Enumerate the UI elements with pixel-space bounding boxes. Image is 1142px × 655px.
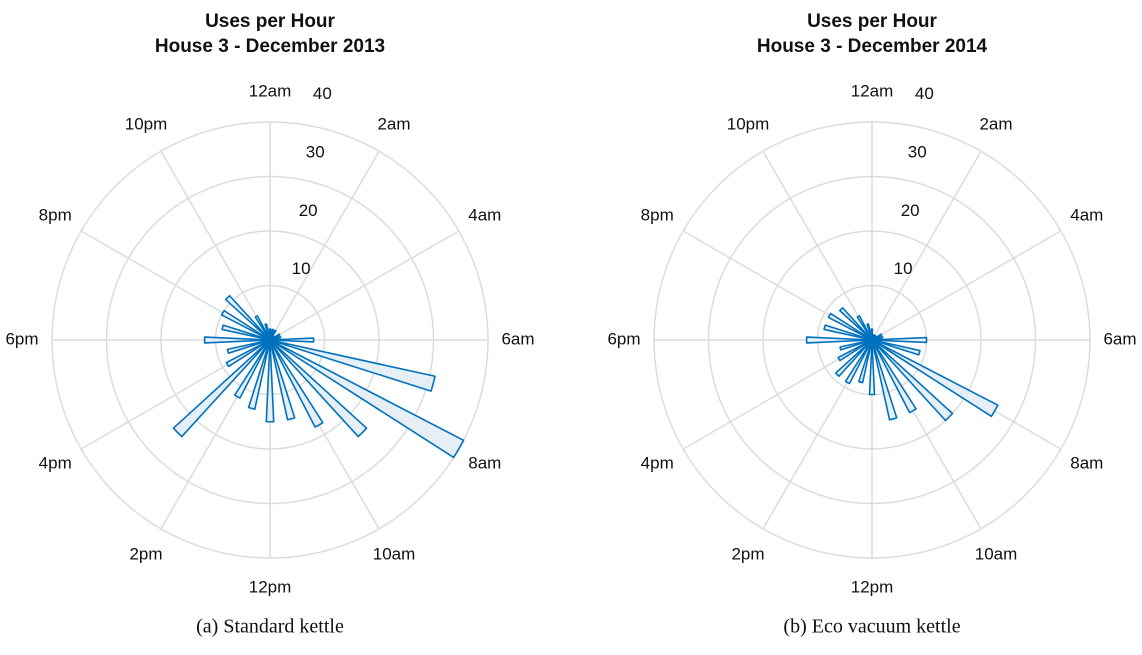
bar (221, 324, 271, 341)
bar (839, 307, 873, 341)
angle-label: 8am (1070, 453, 1103, 472)
bar (268, 328, 272, 341)
bar (871, 339, 954, 422)
chart-subtitle: House 3 - December 2013 (155, 36, 385, 57)
caption: (a) Standard kettle (196, 616, 344, 638)
bar (172, 339, 271, 438)
angle-label: 10am (373, 544, 416, 563)
bar (823, 324, 873, 341)
r-tick-label: 30 (908, 143, 927, 162)
r-tick-label: 40 (313, 84, 332, 103)
r-tick-label: 10 (894, 259, 913, 278)
bar (834, 339, 873, 378)
angle-label: 12am (249, 81, 292, 100)
angle-label: 10pm (727, 115, 770, 134)
r-tick-label: 20 (299, 201, 318, 220)
chart-subtitle: House 3 - December 2014 (757, 36, 988, 57)
bar (856, 315, 873, 341)
bar (247, 339, 271, 410)
bar (269, 339, 368, 438)
angle-label: 12am (851, 81, 894, 100)
bar (269, 339, 465, 459)
bar (226, 339, 271, 354)
bar (871, 339, 917, 414)
angle-label: 4am (468, 205, 501, 224)
grid-spoke (269, 230, 460, 341)
angle-label: 8pm (641, 205, 674, 224)
angle-label: 6am (1103, 329, 1136, 348)
bar (264, 323, 271, 341)
bar (269, 337, 315, 343)
r-tick-label: 20 (901, 201, 920, 220)
bar (220, 309, 271, 341)
bar (866, 323, 873, 341)
bar (844, 339, 873, 385)
angle-label: 10pm (125, 115, 168, 134)
bar (265, 339, 275, 423)
bar (269, 339, 436, 392)
angle-label: 2pm (731, 544, 764, 563)
angle-label: 6pm (607, 329, 640, 348)
bar (269, 339, 324, 428)
grid-spoke (762, 150, 873, 341)
bar (837, 339, 873, 362)
caption: (b) Eco vacuum kettle (783, 616, 960, 638)
bar (827, 312, 873, 341)
r-tick-label: 40 (915, 84, 934, 103)
angle-label: 8am (468, 453, 501, 472)
bar (871, 339, 921, 356)
bar (805, 336, 873, 344)
r-tick-label: 30 (306, 143, 325, 162)
bar (224, 294, 271, 341)
bar (839, 339, 873, 351)
grid-spoke (871, 230, 1062, 341)
angle-label: 4pm (641, 453, 674, 472)
angle-label: 6pm (5, 329, 38, 348)
grid-spoke (871, 150, 982, 341)
angle-label: 2pm (129, 544, 162, 563)
bar (870, 328, 874, 341)
angle-label: 10am (975, 544, 1018, 563)
bar (871, 339, 999, 418)
bar (225, 339, 271, 368)
angle-label: 6am (501, 329, 534, 348)
bar (269, 339, 296, 421)
chart-title: Uses per Hour (205, 11, 335, 32)
r-tick-label: 10 (292, 259, 311, 278)
bar (203, 336, 271, 344)
angle-label: 12pm (249, 577, 292, 596)
angle-label: 4am (1070, 205, 1103, 224)
bar (233, 339, 271, 399)
bar (858, 339, 873, 384)
angle-label: 12pm (851, 577, 894, 596)
chart-title: Uses per Hour (807, 11, 937, 32)
angle-label: 2am (377, 115, 410, 134)
grid-spoke (269, 150, 380, 341)
bar (871, 336, 928, 344)
grid-spoke (160, 150, 271, 341)
angle-label: 8pm (39, 205, 72, 224)
bar (254, 315, 271, 341)
bar (868, 339, 876, 396)
angle-label: 2am (979, 115, 1012, 134)
angle-label: 4pm (39, 453, 72, 472)
bar (871, 339, 898, 421)
